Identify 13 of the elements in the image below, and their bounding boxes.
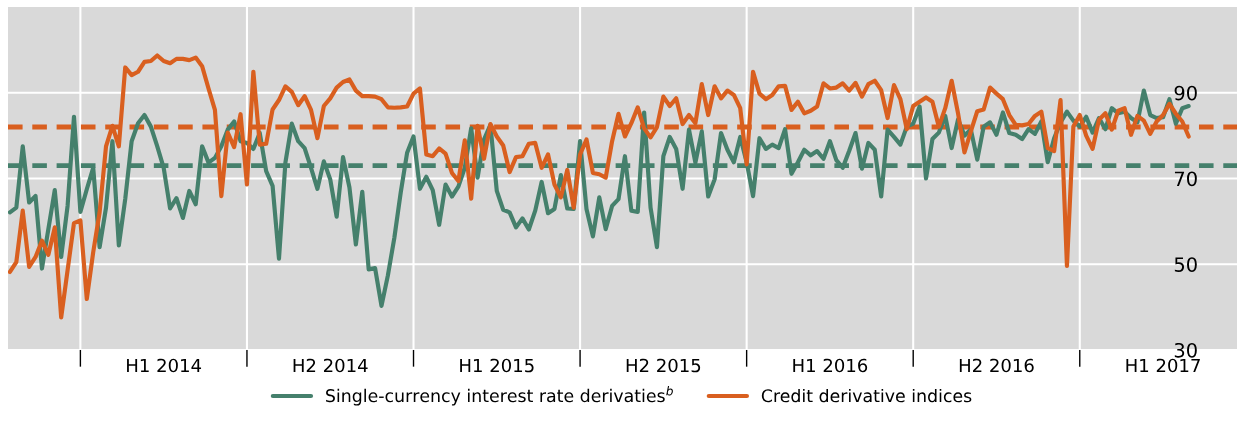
x-tick-label: H1 2016 [793, 358, 868, 373]
x-tick-label: H2 2016 [959, 358, 1034, 373]
y-tick-label: 90 [1174, 85, 1197, 101]
y-tick-label: 70 [1174, 171, 1197, 187]
y-tick-label: 50 [1174, 257, 1197, 272]
legend-label: Single-currency interest rate derivaties$^{b}$ [326, 386, 673, 406]
x-tick-label: H1 2015 [460, 358, 534, 373]
x-tick-label: H2 2014 [293, 358, 368, 373]
x-tick-label: H1 2017 [1126, 358, 1200, 373]
legend-label: Credit derivative indices [761, 388, 972, 403]
x-tick-label: H2 2015 [626, 358, 701, 373]
y-tick-label: 30 [1174, 342, 1197, 358]
x-tick-label: H1 2014 [127, 358, 202, 373]
